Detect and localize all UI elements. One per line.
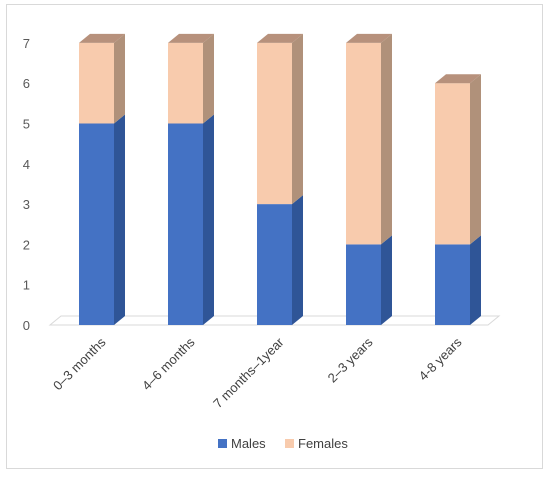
- bar-females-front: [435, 83, 470, 245]
- x-tick-label: 4-8 years: [416, 334, 465, 383]
- bar-females-top: [79, 33, 125, 43]
- bar-males-front: [346, 244, 381, 325]
- bar-females: [435, 74, 481, 245]
- bar-females-side: [292, 33, 303, 205]
- x-tick-label: 4–6 months: [139, 334, 198, 393]
- legend-item-females: Females: [285, 436, 348, 451]
- legend-item-males: Males: [218, 436, 266, 451]
- bar-females-front: [168, 42, 203, 124]
- x-axis-labels: 0–3 months 4–6 months 7 months–1year 2–3 ye…: [50, 334, 465, 411]
- y-tick-label: 4: [23, 157, 30, 172]
- bar-males-front: [257, 204, 292, 325]
- legend-label: Females: [298, 436, 348, 451]
- y-tick-label: 0: [23, 318, 30, 333]
- bar-males: [346, 235, 392, 325]
- legend-swatch: [285, 439, 294, 448]
- bar-females-top: [257, 33, 303, 43]
- y-tick-label: 3: [23, 197, 30, 212]
- bar-females-top: [168, 33, 214, 43]
- bar-females-side: [381, 33, 392, 245]
- legend-swatch: [218, 439, 227, 448]
- y-axis-ticks: 0 1 2 3 4 5 6 7: [23, 36, 30, 333]
- x-tick-label: 7 months–1year: [210, 334, 287, 411]
- bar-males: [435, 235, 481, 325]
- bar-males-front: [435, 244, 470, 325]
- y-tick-label: 5: [23, 117, 30, 132]
- x-tick-label: 0–3 months: [50, 334, 109, 393]
- bar-females-front: [346, 42, 381, 245]
- bars: [79, 33, 481, 325]
- bar-males: [168, 114, 214, 325]
- legend: Males Females: [218, 436, 348, 451]
- bar-males-side: [381, 235, 392, 325]
- bar-males-side: [292, 195, 303, 325]
- bar-stack: [346, 33, 392, 325]
- bar-stack: [168, 33, 214, 325]
- bar-females-front: [79, 42, 114, 124]
- bar-males-front: [79, 123, 114, 325]
- bar-females-top: [346, 33, 392, 43]
- bar-stack: [257, 33, 303, 325]
- bar-males: [257, 195, 303, 325]
- bar-females: [257, 33, 303, 205]
- bar-males-side: [114, 114, 125, 325]
- bar-stack: [79, 33, 125, 325]
- bar-females-top: [435, 74, 481, 84]
- bar-males-front: [168, 123, 203, 325]
- x-tick-label: 2–3 years: [325, 334, 376, 385]
- bar-stack: [435, 74, 481, 325]
- bar-females-side: [114, 33, 125, 124]
- y-tick-label: 2: [23, 237, 30, 252]
- bar-females: [168, 33, 214, 124]
- bar-females-side: [470, 74, 481, 245]
- legend-label: Males: [231, 436, 266, 451]
- bar-males-side: [203, 114, 214, 325]
- y-tick-label: 1: [23, 278, 30, 293]
- bar-females: [79, 33, 125, 124]
- bar-males-side: [470, 235, 481, 325]
- bar-females-side: [203, 33, 214, 124]
- y-tick-label: 6: [23, 76, 30, 91]
- bar-females: [346, 33, 392, 245]
- bar-males: [79, 114, 125, 325]
- y-tick-label: 7: [23, 36, 30, 51]
- bar-females-front: [257, 42, 292, 205]
